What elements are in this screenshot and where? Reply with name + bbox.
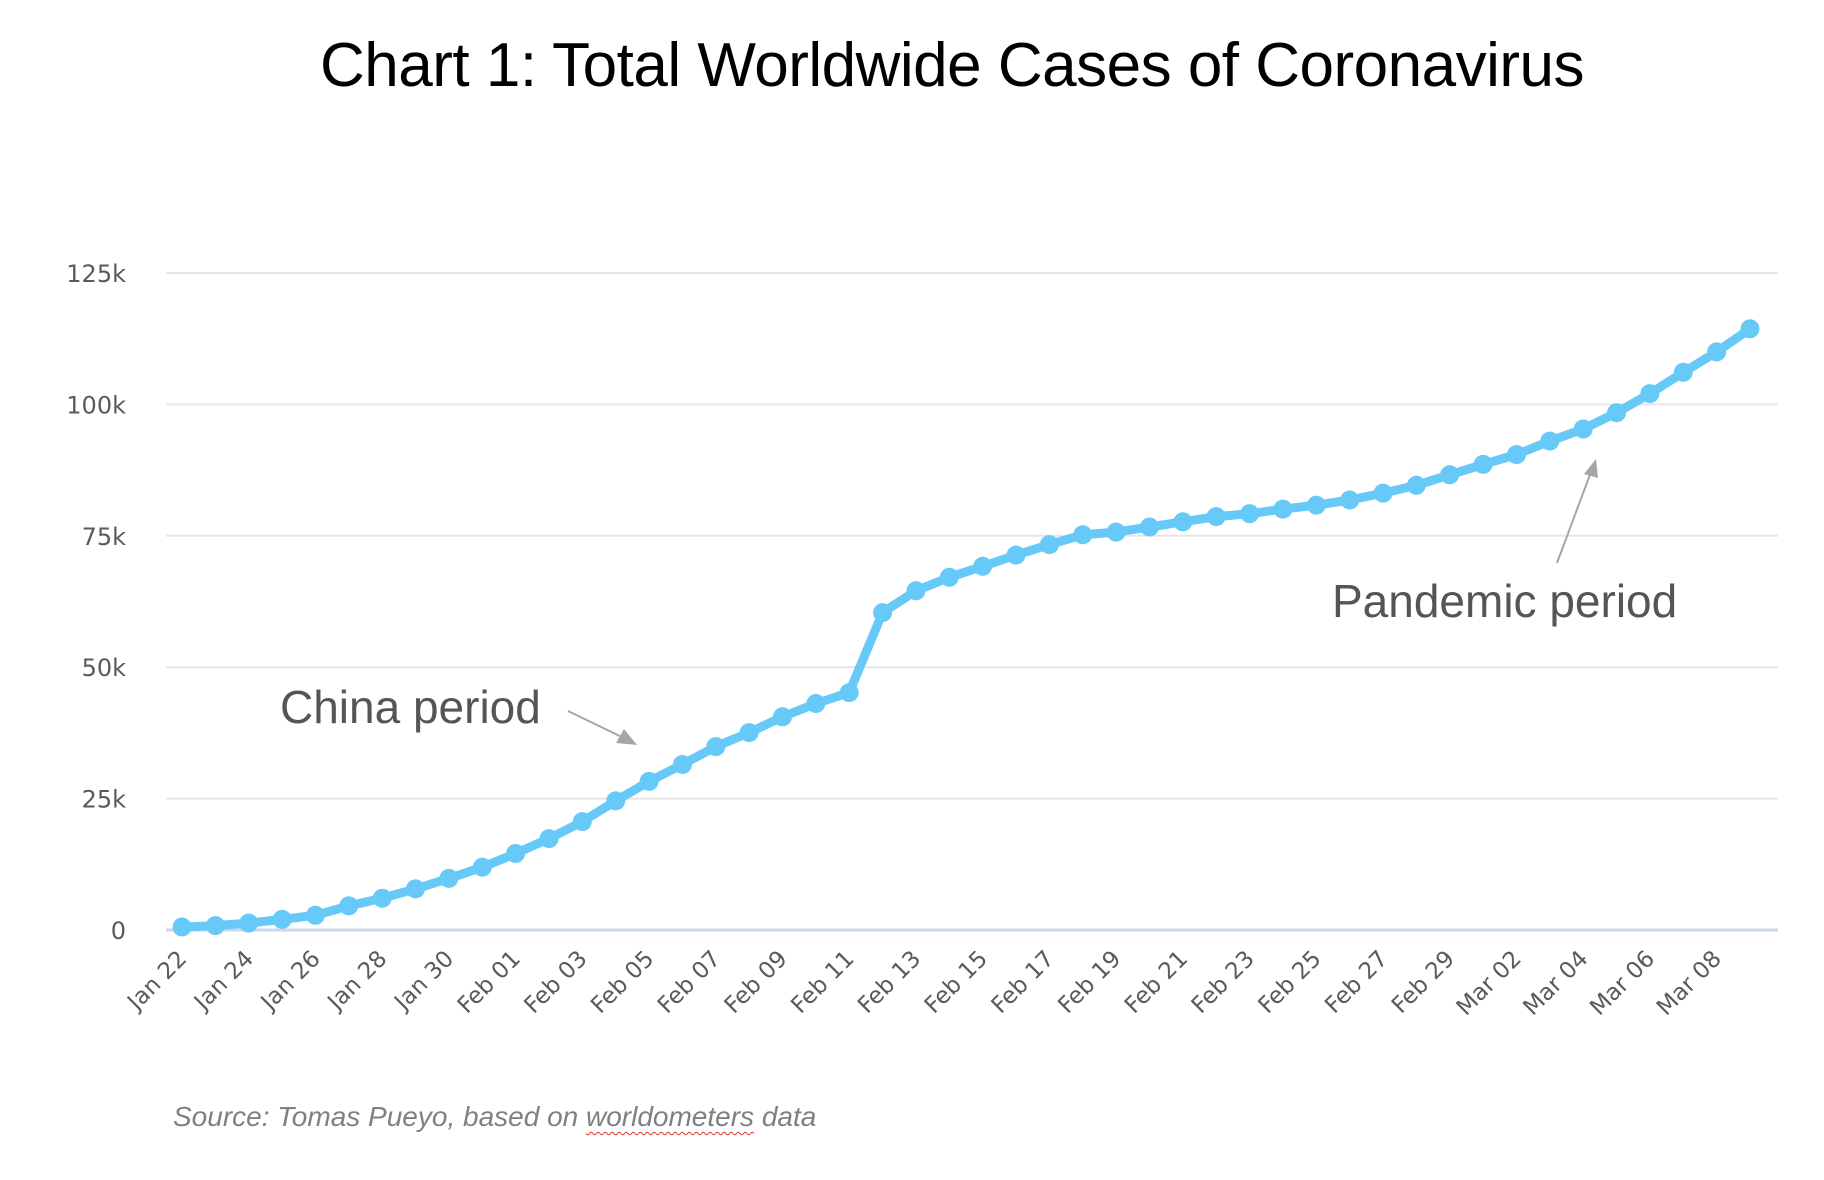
x-tick-label: Mar 04 xyxy=(1518,946,1593,1021)
data-point xyxy=(773,707,792,727)
data-point xyxy=(906,581,926,601)
y-axis-tick-labels: 0 25k 50k 75k 100k 125k xyxy=(66,260,126,945)
data-point xyxy=(1073,525,1093,545)
data-point xyxy=(1406,475,1426,495)
source-prefix: Source: Tomas Pueyo, based on xyxy=(173,1101,586,1132)
data-point xyxy=(1673,362,1693,382)
annotations: China period Pandemic period xyxy=(280,459,1677,745)
series-line xyxy=(177,324,1755,932)
data-point xyxy=(1573,419,1593,439)
data-point xyxy=(205,916,225,936)
data-point xyxy=(1273,499,1293,519)
data-point xyxy=(639,771,659,791)
data-point xyxy=(1740,319,1760,339)
y-tick-label: 75k xyxy=(82,523,127,551)
data-point xyxy=(572,812,592,832)
source-note: Source: Tomas Pueyo, based on worldomete… xyxy=(173,1101,816,1133)
data-point xyxy=(1106,522,1126,542)
data-point xyxy=(806,694,826,713)
x-tick-label: Feb 07 xyxy=(653,946,726,1019)
data-point xyxy=(1340,490,1360,510)
x-tick-label: Mar 08 xyxy=(1652,946,1727,1021)
x-tick-label: Jan 28 xyxy=(322,946,393,1017)
data-point xyxy=(1440,465,1460,485)
x-tick-label: Feb 13 xyxy=(853,946,926,1019)
x-tick-label: Feb 23 xyxy=(1187,946,1260,1019)
x-tick-label: Feb 25 xyxy=(1253,946,1326,1019)
x-tick-label: Feb 21 xyxy=(1120,946,1193,1019)
y-tick-label: 25k xyxy=(82,786,127,814)
data-point xyxy=(1507,445,1526,465)
data-point xyxy=(1373,483,1393,503)
data-point xyxy=(472,857,492,877)
data-point xyxy=(506,844,526,863)
data-point xyxy=(406,879,425,899)
x-tick-label: Jan 26 xyxy=(255,946,326,1017)
data-point xyxy=(339,896,359,916)
data-point xyxy=(973,556,993,576)
x-tick-label: Feb 09 xyxy=(720,946,793,1019)
data-point xyxy=(1306,495,1326,515)
data-point xyxy=(1039,535,1059,555)
x-tick-label: Feb 05 xyxy=(586,946,659,1019)
data-point xyxy=(1473,454,1493,474)
x-tick-label: Feb 15 xyxy=(920,946,993,1019)
x-tick-label: Feb 03 xyxy=(520,946,593,1019)
data-point xyxy=(672,755,692,774)
y-tick-label: 50k xyxy=(82,654,127,682)
data-point xyxy=(1206,507,1226,527)
series-total-cases xyxy=(172,319,1760,937)
data-point xyxy=(272,909,292,929)
data-point xyxy=(1540,431,1560,451)
data-point xyxy=(239,913,259,933)
chart-title: Chart 1: Total Worldwide Cases of Corona… xyxy=(320,31,1585,100)
data-point xyxy=(873,603,893,623)
data-point xyxy=(439,868,459,888)
data-point xyxy=(1607,403,1627,423)
x-tick-label: Feb 11 xyxy=(786,946,859,1019)
x-tick-label: Feb 19 xyxy=(1053,946,1126,1019)
annotation-china-period: China period xyxy=(280,681,541,733)
data-point xyxy=(939,567,959,587)
data-point xyxy=(706,737,726,757)
x-tick-label: Feb 01 xyxy=(453,946,526,1019)
data-point xyxy=(1173,512,1193,532)
y-tick-label: 125k xyxy=(66,260,126,288)
x-tick-label: Jan 22 xyxy=(121,946,192,1017)
data-point xyxy=(606,791,626,811)
data-point xyxy=(1006,545,1026,565)
y-tick-label: 0 xyxy=(111,917,126,945)
x-tick-label: Jan 30 xyxy=(388,946,459,1017)
pandemic-period-arrow-line xyxy=(1556,471,1592,564)
x-tick-label: Mar 02 xyxy=(1452,946,1527,1021)
x-tick-label: Feb 17 xyxy=(987,946,1060,1019)
pandemic-period-arrow-head-icon xyxy=(1584,459,1598,478)
china-period-arrow-head-icon xyxy=(616,729,637,745)
data-point xyxy=(172,917,192,937)
data-point xyxy=(1140,517,1159,537)
x-tick-label: Jan 24 xyxy=(188,946,259,1017)
data-point xyxy=(1240,504,1260,524)
source-worldometers: worldometers xyxy=(586,1101,755,1132)
data-point xyxy=(1707,342,1727,362)
data-point xyxy=(1640,384,1660,404)
data-point xyxy=(839,683,859,703)
data-point xyxy=(739,723,759,743)
x-tick-label: Feb 29 xyxy=(1387,946,1460,1019)
x-tick-label: Feb 27 xyxy=(1320,946,1393,1019)
gridlines xyxy=(166,272,1778,932)
x-tick-label: Mar 06 xyxy=(1585,946,1660,1021)
source-suffix: data xyxy=(754,1101,817,1132)
annotation-pandemic-period: Pandemic period xyxy=(1332,575,1677,627)
data-point xyxy=(372,888,392,908)
china-period-arrow-line xyxy=(567,710,627,740)
data-point xyxy=(305,905,325,925)
data-point xyxy=(539,829,559,849)
y-tick-label: 100k xyxy=(66,391,126,419)
